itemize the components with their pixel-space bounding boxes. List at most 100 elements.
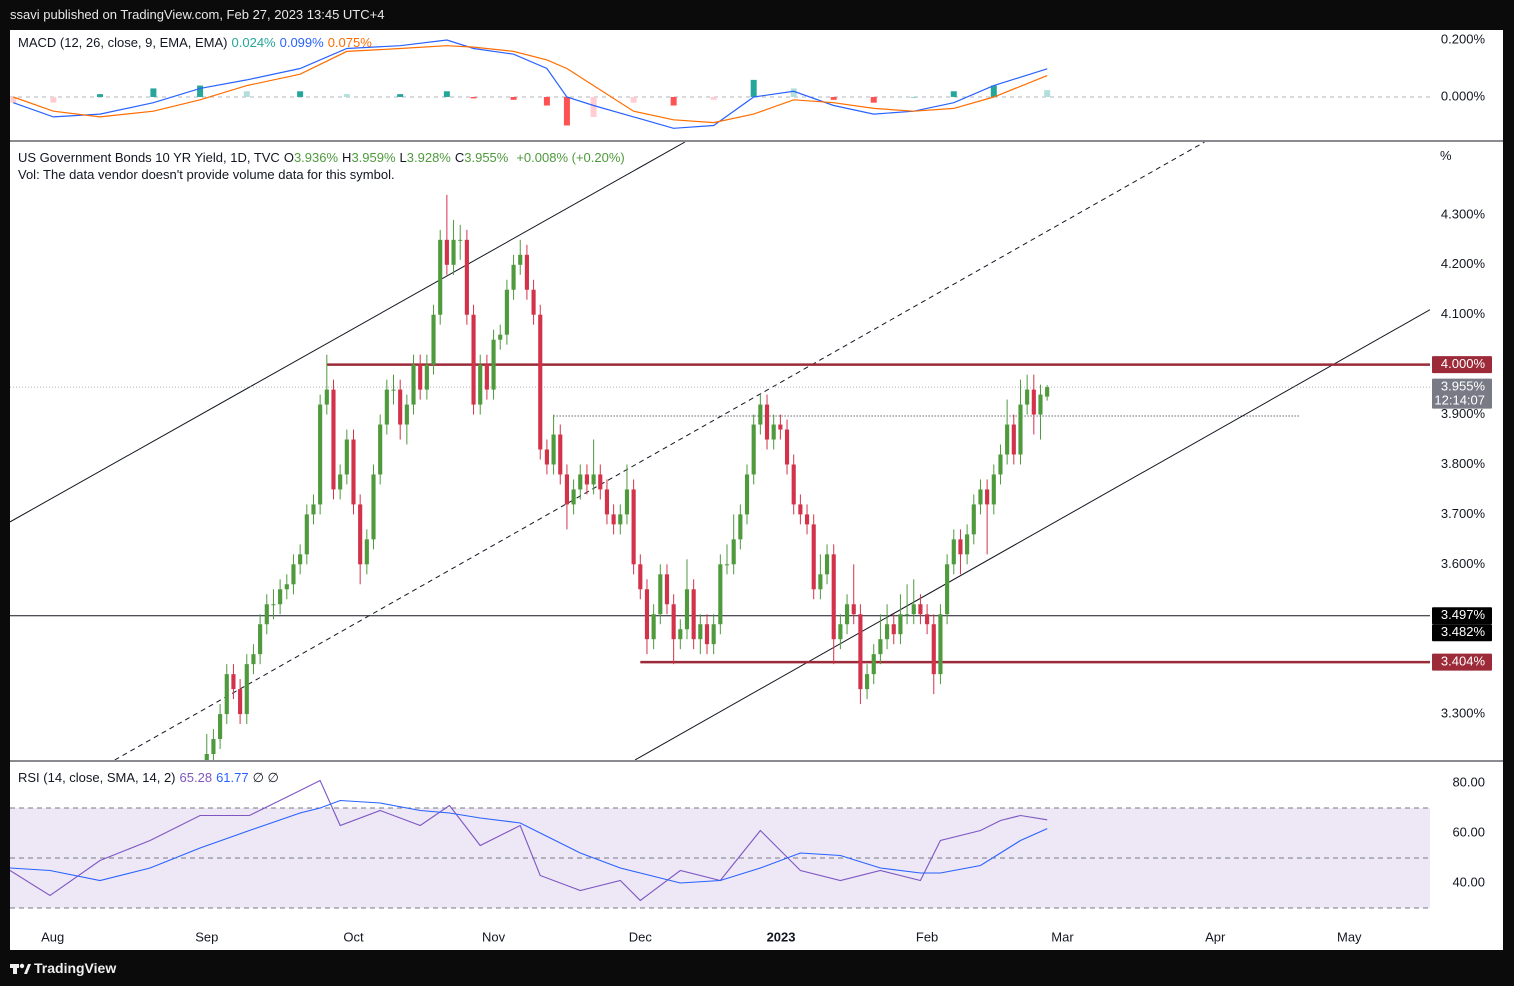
- y-tick-label: 3.300%: [1441, 706, 1486, 721]
- candle-body: [858, 614, 863, 690]
- candle-body: [504, 289, 509, 335]
- macd-value: 0.024%: [231, 35, 276, 50]
- histogram-bar: [1044, 90, 1051, 97]
- macd-line: [13, 45, 1048, 124]
- candle-body: [204, 754, 209, 760]
- price-label: 4.000%: [1441, 356, 1486, 371]
- candle-body: [678, 629, 683, 640]
- candle-body: [764, 404, 770, 440]
- candle-body: [871, 654, 876, 675]
- price-label-box: [1432, 624, 1492, 642]
- candle-body: [478, 364, 483, 405]
- candle-body: [284, 584, 289, 590]
- candle-body: [738, 514, 743, 540]
- rsi-legend: RSI (14, close, SMA, 14, 2) 65.28 61.77 ∅ ∅: [18, 770, 283, 786]
- candle-body: [638, 564, 643, 590]
- rsi-title: RSI (14, close, SMA, 14, 2): [18, 770, 176, 785]
- price-label-box: [1432, 653, 1492, 671]
- candle-body: [311, 504, 316, 515]
- candle-body: [938, 614, 943, 675]
- candle-body: [464, 239, 469, 315]
- candle-body: [958, 539, 963, 555]
- candle-body: [598, 474, 603, 490]
- histogram-bar: [670, 96, 677, 106]
- candle-body: [244, 664, 249, 715]
- histogram-bar: [543, 96, 550, 106]
- candle-body: [618, 514, 623, 525]
- histogram-bar: [10, 96, 17, 103]
- candle-body: [218, 714, 223, 740]
- candle-body: [351, 439, 356, 505]
- candle-body: [824, 554, 830, 575]
- price-label: 3.482%: [1441, 624, 1486, 639]
- histogram-bar: [397, 94, 404, 97]
- candle-body: [744, 474, 750, 515]
- candle-body: [684, 589, 690, 630]
- candle-body: [431, 314, 436, 365]
- ohlc-value: 3.936%: [293, 150, 339, 165]
- x-tick-label: Feb: [916, 929, 938, 944]
- candle-body: [444, 239, 449, 265]
- y-tick-label: 4.200%: [1441, 256, 1486, 271]
- ohlc-key: H: [342, 150, 352, 165]
- candle-body: [911, 604, 916, 615]
- candle-body: [865, 674, 870, 690]
- histogram-bar: [443, 91, 450, 97]
- candle-body: [1045, 387, 1050, 397]
- change-label: +0.008% (+0.20%): [516, 150, 625, 165]
- histogram-bar: [97, 94, 104, 97]
- price-legend: US Government Bonds 10 YR Yield, 1D, TVC…: [18, 150, 629, 165]
- candle-body: [1025, 389, 1030, 405]
- candle-body: [998, 454, 1003, 475]
- publisher-line: ssavi published on TradingView.com, Feb …: [10, 7, 385, 22]
- candle-body: [804, 514, 810, 525]
- candle-body: [451, 239, 456, 265]
- candle-body: [905, 614, 910, 616]
- histogram-bar: [197, 85, 204, 97]
- macd-value: 0.099%: [279, 35, 324, 50]
- candle-body: [898, 614, 903, 635]
- ohlc-value: 3.959%: [351, 150, 396, 165]
- candle-body: [631, 489, 636, 565]
- histogram-bar: [990, 85, 997, 97]
- candle-body: [1011, 424, 1016, 455]
- candle-body: [818, 574, 823, 590]
- candle-body: [518, 254, 523, 265]
- ohlc-value: 3.928%: [406, 150, 451, 165]
- histogram-bar: [563, 96, 570, 126]
- candle-body: [758, 404, 763, 425]
- histogram-bar: [870, 96, 877, 103]
- histogram-bar: [790, 88, 797, 97]
- candle-body: [271, 604, 276, 606]
- candle-body: [1005, 424, 1010, 455]
- symbol-title: US Government Bonds 10 YR Yield, 1D, TVC: [18, 150, 280, 165]
- macd-legend: MACD (12, 26, close, 9, EMA, EMA) 0.024% 0…: [18, 35, 376, 50]
- x-tick-label: May: [1337, 929, 1362, 944]
- macd-value: 0.075%: [327, 35, 372, 50]
- candle-body: [291, 564, 296, 585]
- price-label: 3.404%: [1441, 654, 1486, 669]
- histogram-bar: [150, 88, 157, 97]
- candle-body: [718, 564, 723, 625]
- candle-body: [324, 389, 329, 405]
- y-tick-label: 0.200%: [1441, 31, 1486, 46]
- trend-line: [114, 142, 1205, 760]
- candle-body: [611, 514, 616, 525]
- histogram-bar: [750, 79, 757, 97]
- volume-note: Vol: The data vendor doesn't provide vol…: [18, 167, 395, 182]
- candle-body: [358, 504, 363, 565]
- candle-body: [378, 424, 383, 475]
- histogram-bar: [510, 96, 517, 100]
- candle-body: [564, 474, 569, 505]
- candle-body: [264, 604, 269, 625]
- chart-area: [10, 30, 1503, 950]
- rsi-line: [10, 799, 1048, 884]
- y-tick-label: 3.600%: [1441, 556, 1486, 571]
- candle-body: [951, 539, 956, 565]
- ohlc-value: 3.955%: [464, 150, 509, 165]
- candle-body: [591, 474, 596, 485]
- histogram-bar: [50, 96, 57, 103]
- candle-body: [524, 254, 529, 290]
- candle-body: [424, 364, 429, 390]
- candle-body: [838, 624, 843, 640]
